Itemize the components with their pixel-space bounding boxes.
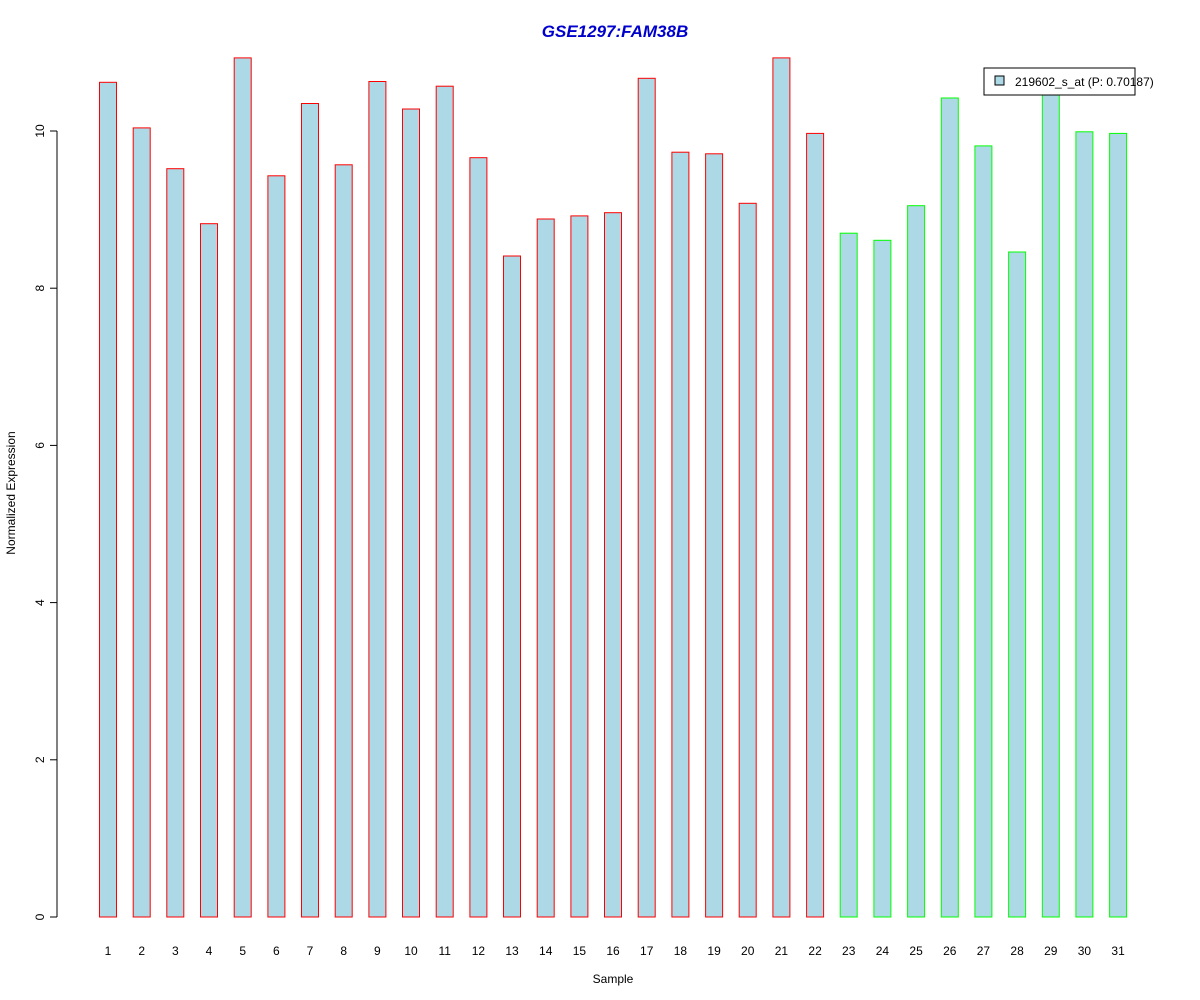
bar [1008,251,1027,918]
bar [907,205,926,918]
bar [1075,131,1094,918]
legend-swatch [994,75,1005,86]
bar [738,202,757,918]
x-tick-label: 31 [1111,944,1125,958]
bar [637,77,656,918]
y-axis-label: Normalized Expression [4,431,18,554]
bar [503,255,521,918]
chart-title: GSE1297:FAM38B [542,22,688,41]
x-tick-label: 18 [674,944,688,958]
bar [1109,132,1128,918]
x-tick-label: 22 [808,944,822,958]
x-tick-label: 9 [374,944,381,958]
bar [267,175,286,918]
x-tick-label: 16 [606,944,620,958]
bar [1041,87,1060,918]
y-tick-label: 8 [33,285,47,292]
x-tick-label: 28 [1010,944,1024,958]
bar [301,103,319,918]
x-tick-label: 24 [876,944,890,958]
legend-box [983,67,1136,96]
y-tick-label: 10 [33,124,47,138]
x-tick-label: 11 [438,944,451,958]
legend: 219602_s_at (P: 0.70187) [983,67,1154,96]
x-tick-label: 4 [206,944,213,958]
y-tick-label: 4 [33,599,47,606]
bar [200,223,218,918]
bar [132,127,151,918]
bar [604,212,622,918]
x-tick-label: 12 [472,944,486,958]
x-tick-label: 30 [1078,944,1092,958]
bar [435,85,454,918]
bar [469,157,488,918]
x-tick-label: 20 [741,944,755,958]
bar [705,153,724,918]
bar [368,81,387,918]
bar [839,232,858,918]
x-tick-label: 17 [640,944,654,958]
bar [940,97,959,918]
x-tick-label: 19 [707,944,721,958]
x-tick-label: 8 [340,944,347,958]
x-tick-label: 13 [505,944,519,958]
bar [166,168,185,918]
y-tick-label: 0 [33,913,47,920]
bar [974,145,993,918]
x-tick-label: 21 [775,944,789,958]
y-axis: 0 2 4 6 8 10 [33,124,58,920]
bar [570,215,589,918]
x-tick-label: 29 [1044,944,1058,958]
bar [772,57,791,918]
x-tick-labels: 1 2 3 4 5 6 7 8 9 10 11 12 13 14 15 16 17 18 19 20 21 22 23 24 2… [105,944,1125,958]
legend-label: 219602_s_at (P: 0.70187) [1015,75,1154,89]
bar [671,151,690,918]
bar [873,239,892,918]
x-tick-label: 5 [239,944,246,958]
y-tick-label: 2 [33,756,47,763]
x-tick-label: 10 [404,944,418,958]
x-tick-label: 25 [909,944,923,958]
bar [536,218,555,918]
bar [806,132,825,918]
bar [334,164,353,918]
x-tick-label: 26 [943,944,957,958]
x-tick-label: 15 [573,944,587,958]
x-tick-label: 6 [273,944,280,958]
bar [402,108,420,918]
bar [99,81,117,918]
x-tick-label: 3 [172,944,179,958]
bar [233,57,252,918]
x-tick-label: 7 [307,944,314,958]
x-tick-label: 14 [539,944,553,958]
x-tick-label: 27 [977,944,991,958]
x-axis-label: Sample [593,972,634,986]
bars-group [99,57,1128,918]
x-tick-label: 2 [138,944,145,958]
x-tick-label: 23 [842,944,856,958]
y-tick-label: 6 [33,442,47,449]
x-tick-label: 1 [105,944,112,958]
